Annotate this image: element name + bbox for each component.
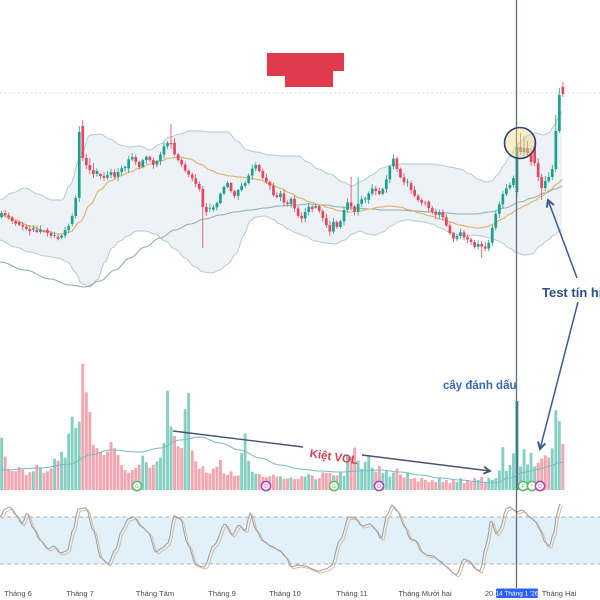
svg-text:D: D	[264, 484, 268, 490]
svg-text:Tháng 10: Tháng 10	[269, 589, 301, 598]
svg-text:Tháng 6: Tháng 6	[4, 589, 32, 598]
svg-text:I: I	[531, 484, 532, 490]
svg-text:G: G	[332, 484, 336, 490]
svg-text:Tháng Hai: Tháng Hai	[542, 589, 577, 598]
svg-text:D: D	[538, 484, 542, 490]
svg-text:Tháng Tám: Tháng Tám	[136, 589, 174, 598]
svg-text:G: G	[135, 484, 139, 490]
svg-text:D: D	[377, 484, 381, 490]
svg-text:Tháng Mười hai: Tháng Mười hai	[398, 589, 452, 598]
svg-text:cây đánh dấu: cây đánh dấu	[443, 380, 517, 392]
svg-text:Test tín hiệu: Test tín hiệu	[542, 285, 600, 300]
svg-text:20: 20	[485, 589, 493, 598]
svg-text:F: F	[521, 484, 524, 490]
svg-text:14 Tháng 1 '26: 14 Tháng 1 '26	[495, 591, 538, 598]
svg-text:Tháng 11: Tháng 11	[336, 589, 367, 598]
svg-text:Tháng 9: Tháng 9	[208, 589, 236, 598]
svg-text:Tháng 7: Tháng 7	[66, 589, 94, 598]
